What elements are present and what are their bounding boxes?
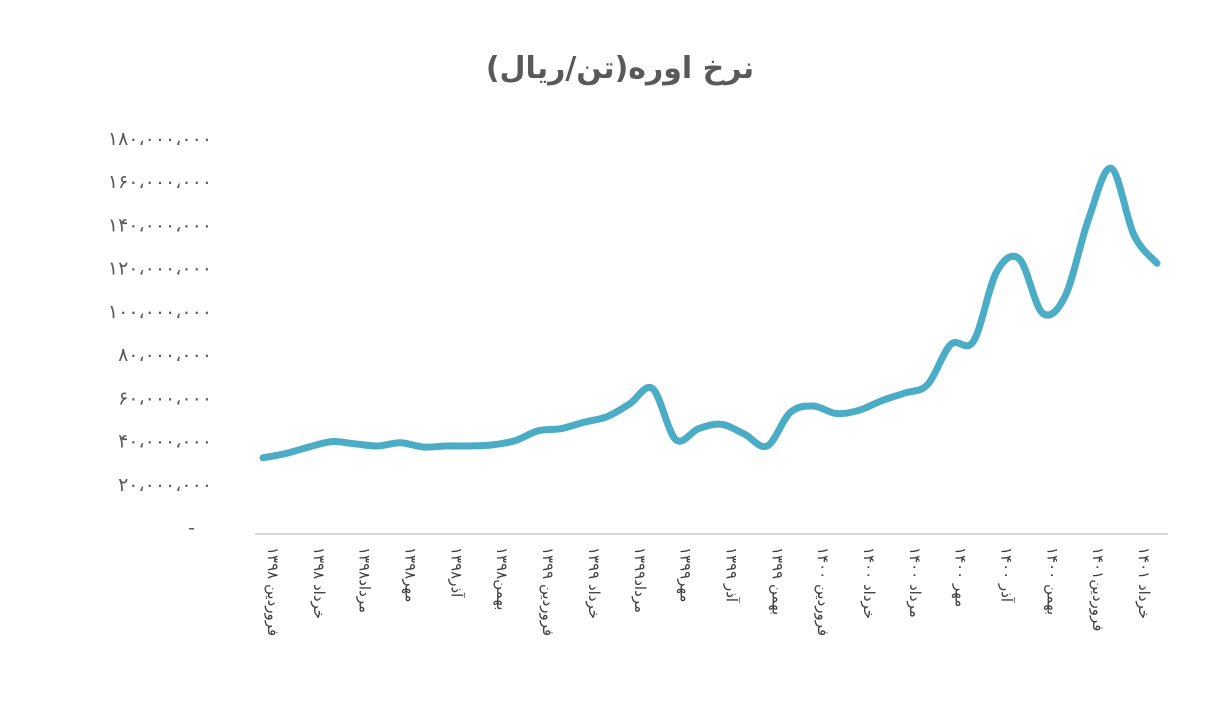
- data-point: [466, 443, 472, 449]
- data-point: [489, 442, 495, 448]
- x-tick-label: خرداد ۱۳۹۹: [585, 547, 603, 619]
- data-point: [535, 428, 541, 434]
- data-point: [1131, 232, 1137, 238]
- data-point: [581, 419, 587, 425]
- data-point: [306, 444, 312, 450]
- x-tick-label: آذر ۱۴۰۰: [998, 547, 1016, 603]
- data-point: [627, 401, 633, 407]
- data-point: [512, 438, 518, 444]
- data-point: [1017, 256, 1023, 262]
- x-tick-label: آذر۱۳۹۸: [447, 547, 465, 598]
- x-tick-label: خرداد ۱۴۰۰: [860, 547, 878, 619]
- x-tick-label: مرداد ۱۴۰۰: [906, 547, 924, 618]
- y-tick-label: ۱۴۰،۰۰۰،۰۰۰: [108, 214, 212, 236]
- series-line: [259, 164, 1161, 462]
- x-tick-label: فروردین ۱۳۹۹: [539, 547, 557, 636]
- data-point: [421, 444, 427, 450]
- y-axis-ticks: - ۲۰،۰۰۰،۰۰۰ ۴۰،۰۰۰،۰۰۰ ۶۰،۰۰۰،۰۰۰ ۸۰،۰۰۰،۰۰…: [108, 128, 212, 539]
- y-tick-label: ۲۰،۰۰۰،۰۰۰: [118, 474, 212, 496]
- y-tick-label: ۱۸۰،۰۰۰،۰۰۰: [108, 128, 212, 150]
- data-point: [810, 403, 816, 409]
- x-tick-label: خرداد ۱۳۹۸: [310, 547, 328, 619]
- series-points: [260, 165, 1160, 461]
- x-tick-label: آذر ۱۳۹۹: [722, 547, 740, 603]
- x-tick-label: بهمن۱۳۹۸: [493, 547, 511, 610]
- data-point: [260, 455, 266, 461]
- data-point: [443, 443, 449, 449]
- data-point: [719, 421, 725, 427]
- y-tick-label: ۶۰،۰۰۰،۰۰۰: [118, 387, 212, 409]
- data-point: [375, 443, 381, 449]
- data-point: [352, 441, 358, 447]
- x-tick-label: بهمن ۱۴۰۰: [1043, 547, 1061, 615]
- data-point: [948, 341, 954, 347]
- x-tick-label: فروردین ۱۳۹۸: [264, 547, 282, 636]
- x-tick-label: مهر ۱۴۰۰: [952, 547, 970, 607]
- data-point: [1085, 217, 1091, 223]
- data-point: [650, 386, 656, 392]
- x-tick-label: مرداد۱۳۹۹: [631, 547, 649, 613]
- data-point: [1108, 165, 1114, 171]
- data-point: [604, 414, 610, 420]
- data-point: [1154, 260, 1160, 266]
- data-point: [764, 443, 770, 449]
- data-point: [696, 426, 702, 432]
- data-point: [994, 269, 1000, 275]
- y-tick-label: ۱۰۰،۰۰۰،۰۰۰: [108, 301, 212, 323]
- data-point: [283, 451, 289, 457]
- data-point: [833, 411, 839, 417]
- data-point: [741, 431, 747, 437]
- data-point: [787, 410, 793, 416]
- data-point: [902, 390, 908, 396]
- y-tick-label: ۴۰،۰۰۰،۰۰۰: [118, 431, 212, 453]
- data-point: [856, 407, 862, 413]
- data-point: [1062, 293, 1068, 299]
- y-tick-label: ۸۰،۰۰۰،۰۰۰: [118, 344, 212, 366]
- y-tick-label: -: [188, 517, 195, 539]
- x-tick-label: بهمن ۱۳۹۹: [768, 547, 786, 615]
- x-axis-ticks: فروردین ۱۳۹۸ خرداد ۱۳۹۸ مرداد۱۳۹۸ مهر۱۳۹۸ آذ…: [264, 547, 1153, 636]
- x-tick-label: مهر۱۳۹۹: [677, 547, 695, 602]
- x-tick-label: مرداد۱۳۹۸: [356, 547, 374, 613]
- y-tick-label: ۱۶۰،۰۰۰،۰۰۰: [108, 171, 212, 193]
- x-tick-label: فروردین ۱۴۰۰: [814, 547, 832, 636]
- x-tick-label: خرداد ۱۴۰۱: [1135, 547, 1153, 619]
- data-point: [329, 439, 335, 445]
- data-point: [925, 381, 931, 387]
- data-point: [879, 398, 885, 404]
- data-point: [398, 440, 404, 446]
- y-tick-label: ۱۲۰،۰۰۰،۰۰۰: [108, 258, 212, 280]
- x-tick-label: فروردین۱۴۰۱: [1089, 547, 1107, 631]
- x-tick-label: مهر۱۳۹۸: [402, 547, 420, 602]
- data-point: [971, 338, 977, 344]
- chart-title: نرخ اوره(تن/ریال): [486, 51, 754, 86]
- data-point: [673, 437, 679, 443]
- data-point: [1039, 310, 1045, 316]
- data-point: [558, 426, 564, 432]
